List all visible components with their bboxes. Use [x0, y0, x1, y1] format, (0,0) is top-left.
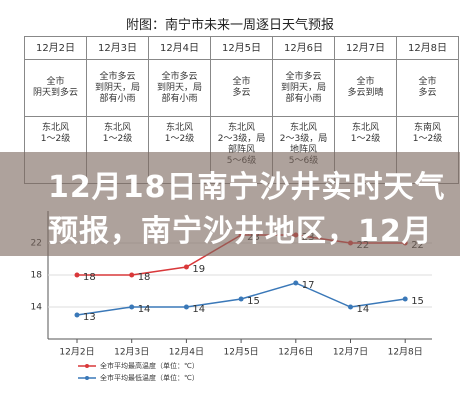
point	[129, 304, 135, 310]
point	[293, 280, 299, 286]
table-cell: 12月3日	[86, 36, 149, 60]
data-label: 14	[192, 304, 205, 315]
legend-dot	[85, 376, 89, 380]
point	[402, 296, 408, 302]
point	[183, 304, 189, 310]
point	[348, 304, 353, 310]
data-label: 17	[302, 280, 315, 291]
table-cell: 12月7日	[334, 36, 397, 60]
point	[129, 272, 135, 278]
table-cell: 全市 阴天到多云	[24, 59, 87, 117]
table-cell: 全市多云 到阴天，局 部有小雨	[272, 59, 335, 117]
table-cell: 12月2日	[24, 36, 87, 60]
table-cell: 全市 多云	[396, 59, 459, 117]
x-tick-label: 12月8日	[388, 347, 423, 358]
x-tick-label: 12月2日	[59, 347, 94, 358]
data-label: 19	[192, 264, 205, 275]
x-tick-label: 12月4日	[169, 347, 204, 358]
x-tick-label: 12月6日	[278, 347, 313, 358]
legend-label: 全市平均最高温度（单位：℃）	[100, 361, 199, 370]
table-row: 12月2日 12月3日 12月4日 12月5日 12月6日 12月7日 12月8日	[24, 36, 459, 60]
table-cell: 全市多云 到阴天，局 部有小雨	[148, 59, 211, 117]
table-row: 全市 阴天到多云 全市多云 到阴天，局 部有小雨 全市多云 到阴天，局 部有小雨 全市…	[24, 59, 459, 117]
point	[238, 296, 244, 302]
legend-label: 全市平均最低温度（单位：℃）	[100, 373, 199, 382]
point	[183, 264, 189, 270]
data-label: 14	[138, 304, 151, 315]
y-tick-label: 14	[31, 303, 43, 313]
data-label: 15	[247, 296, 260, 307]
data-label: 14	[357, 304, 370, 315]
x-tick-label: 12月7日	[333, 347, 368, 358]
data-label: 18	[138, 272, 151, 283]
table-cell: 12月4日	[148, 36, 211, 60]
data-label: 13	[83, 312, 96, 323]
point	[74, 312, 80, 318]
table-cell: 全市多云 到阴天，局 部有小雨	[86, 59, 149, 117]
data-label: 18	[83, 272, 96, 283]
overlay-line: 12月18日南宁沙井实时天气	[48, 170, 446, 205]
overlay-line: 预报，南宁沙井地区，12月	[48, 214, 433, 249]
legend-dot	[85, 364, 89, 368]
y-tick-label: 18	[31, 271, 43, 281]
overlay-banner: 12月18日南宁沙井实时天气 预报，南宁沙井地区，12月	[0, 152, 460, 256]
table-title: 附图：南宁市未来一周逐日天气预报	[125, 18, 334, 33]
point	[74, 272, 80, 278]
data-label: 15	[411, 296, 424, 307]
x-tick-label: 12月3日	[114, 347, 149, 358]
x-tick-label: 12月5日	[224, 347, 259, 358]
